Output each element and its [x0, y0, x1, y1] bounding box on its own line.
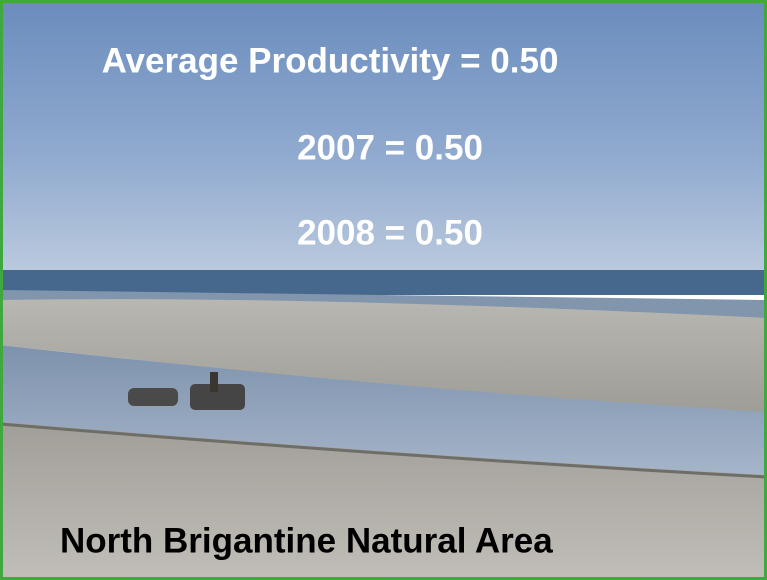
channel: [0, 345, 767, 478]
year-line: 2008 = 0.50: [297, 213, 483, 252]
shoreline: [0, 422, 767, 479]
beach: [0, 422, 767, 580]
caption: North Brigantine Natural Area: [60, 521, 553, 560]
year-line: 2007 = 0.50: [297, 128, 483, 167]
driftwood: [128, 372, 245, 410]
sandbar: [0, 299, 767, 420]
sea: [0, 270, 767, 295]
sky: [0, 0, 767, 275]
headline: Average Productivity = 0.50: [102, 41, 559, 80]
